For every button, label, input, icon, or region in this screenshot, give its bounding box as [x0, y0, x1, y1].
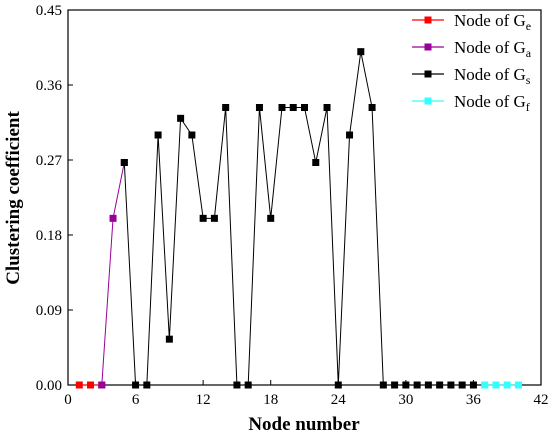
data-point-gs: [334, 381, 342, 389]
data-point-gs: [210, 214, 218, 222]
legend-label: Node of Gf: [454, 92, 530, 114]
data-point-gs: [436, 381, 444, 389]
axis-ticks: 0 6 12 18 24 30 36 42 0.00 0.09 0.18 0.27 0.36 0.45: [36, 3, 549, 408]
y-tick-label: 0.18: [36, 228, 62, 244]
data-point-gs: [165, 335, 173, 343]
data-point-gf: [503, 381, 511, 389]
x-tick-label: 12: [196, 392, 211, 408]
data-point-gs: [357, 48, 365, 56]
series-line-gs: [123, 51, 474, 386]
data-point-gs: [447, 381, 455, 389]
legend-item-ga: Node of Ga: [412, 38, 532, 60]
data-point-gs: [154, 131, 162, 139]
data-point-gs: [458, 381, 466, 389]
data-point-gs: [132, 381, 140, 389]
data-point-ga: [109, 214, 117, 222]
y-axis-title: Clustering coefficient: [3, 111, 24, 285]
data-point-gs: [346, 131, 354, 139]
data-point-gs: [323, 104, 331, 111]
legend-label: Node of Gs: [454, 65, 531, 87]
data-point-gf: [514, 381, 522, 389]
data-point-gs: [289, 104, 297, 111]
data-point-gs: [424, 381, 432, 389]
x-tick-label: 30: [398, 392, 413, 408]
x-tick-label: 6: [132, 392, 140, 408]
y-tick-label: 0.36: [36, 78, 63, 94]
data-point-gs: [244, 381, 252, 389]
x-tick-label: 18: [263, 392, 278, 408]
data-point-gs: [120, 159, 128, 166]
data-point-gs: [267, 214, 275, 222]
legend-marker: [424, 16, 432, 24]
y-tick-label: 0.00: [36, 378, 62, 394]
y-tick-label: 0.27: [36, 153, 63, 169]
data-point-gs: [301, 104, 308, 111]
series-line-ga: [101, 162, 125, 386]
data-point-ga: [98, 381, 106, 389]
legend-marker: [424, 43, 432, 51]
data-point-gs: [222, 104, 230, 111]
legend-marker: [424, 97, 432, 105]
legend-label: Node of Ga: [454, 38, 532, 60]
data-point-gs: [278, 104, 286, 111]
data-point-gs: [413, 381, 421, 389]
data-point-ge: [87, 381, 95, 389]
legend-item-ge: Node of Ge: [412, 11, 531, 33]
data-point-gs: [391, 381, 399, 389]
y-tick-label: 0.45: [36, 3, 62, 19]
data-point-gs: [177, 114, 185, 122]
data-point-gs: [379, 381, 387, 389]
legend-label: Node of Ge: [454, 11, 531, 33]
data-point-gs: [255, 104, 263, 111]
plot-frame: [67, 9, 542, 386]
data-point-gs: [469, 381, 477, 389]
legend-marker: [424, 70, 432, 78]
x-tick-label: 24: [331, 392, 347, 408]
data-point-ge: [75, 381, 83, 389]
x-tick-label: 0: [64, 392, 72, 408]
data-point-gs: [312, 159, 320, 166]
y-tick-label: 0.09: [36, 303, 62, 319]
data-point-gf: [481, 381, 489, 389]
data-point-gs: [188, 131, 196, 139]
legend: Node of Ge Node of Ga Node of Gs Node of Gf: [412, 11, 532, 114]
data-point-gs: [199, 214, 207, 222]
series-layer: [75, 48, 522, 389]
x-tick-label: 42: [534, 392, 549, 408]
data-point-gs: [143, 381, 151, 389]
data-point-gs: [233, 381, 241, 389]
data-point-gs: [402, 381, 410, 389]
data-point-gs: [368, 104, 376, 111]
data-point-gf: [492, 381, 500, 389]
legend-item-gs: Node of Gs: [412, 65, 531, 87]
legend-item-gf: Node of Gf: [412, 92, 530, 114]
x-tick-label: 36: [466, 392, 482, 408]
x-axis-title: Node number: [248, 414, 360, 435]
